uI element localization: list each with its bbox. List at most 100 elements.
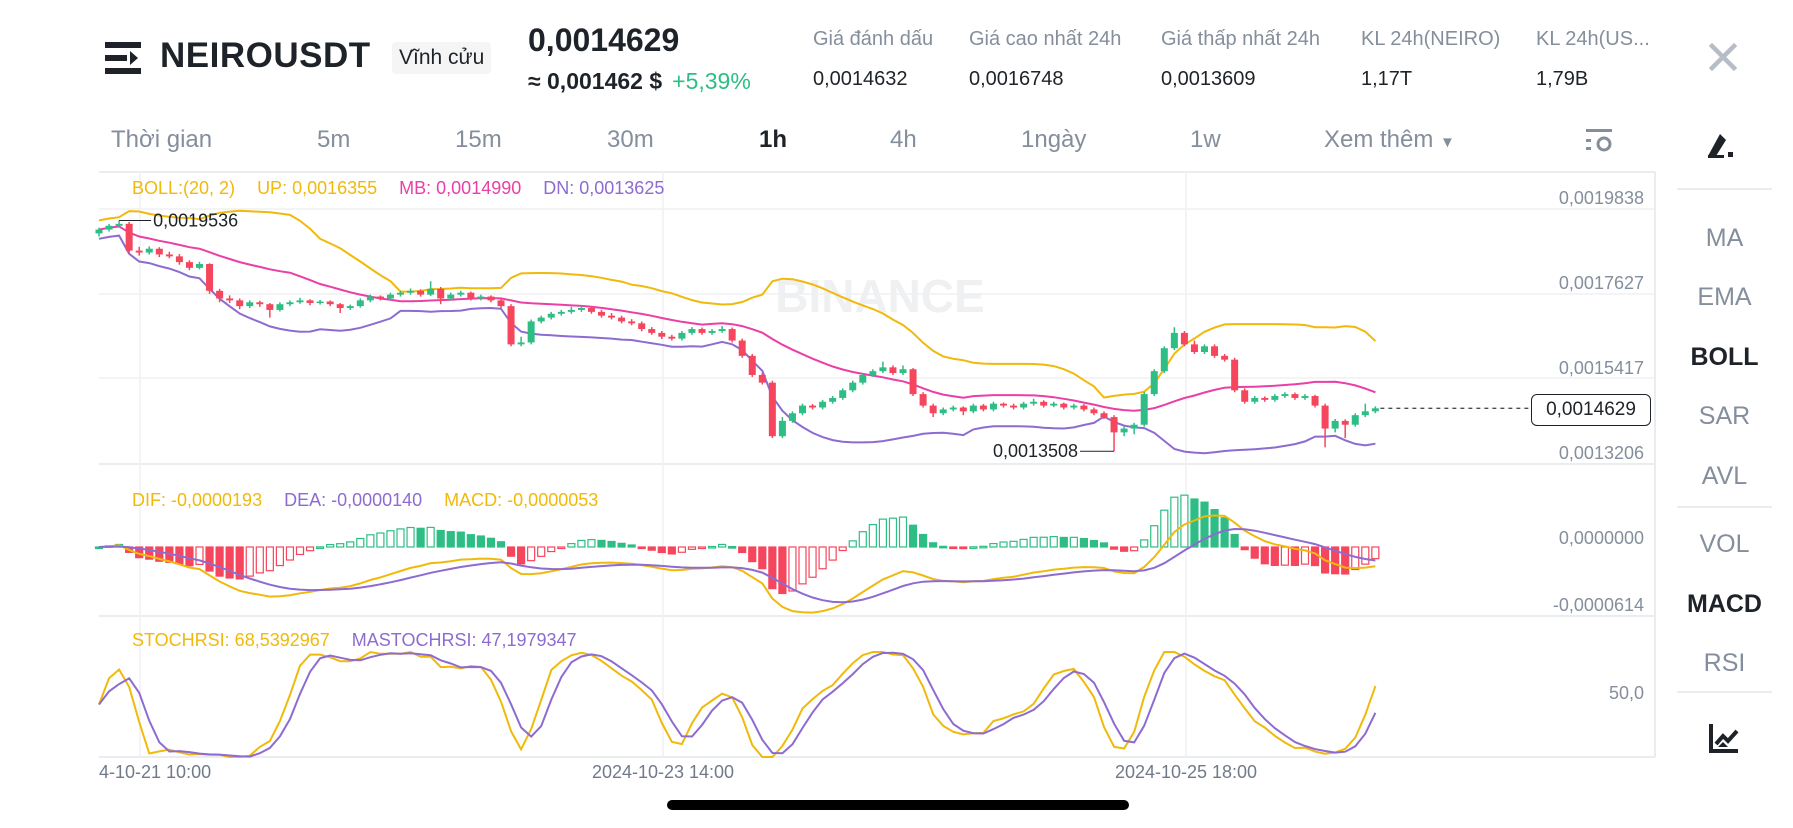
macd-histogram-bar <box>265 546 274 572</box>
home-indicator[interactable] <box>667 800 1129 810</box>
menu-icon[interactable] <box>105 40 143 76</box>
macd-histogram-bar <box>255 546 264 574</box>
chart-grid <box>99 171 1656 758</box>
tab-4h[interactable]: 4h <box>890 126 917 153</box>
candle <box>206 263 214 294</box>
candle <box>266 303 274 318</box>
candle <box>959 406 967 416</box>
candle <box>919 392 927 408</box>
candle <box>1060 402 1068 410</box>
indicator-sar[interactable]: SAR <box>1698 402 1751 430</box>
tab-15m[interactable]: 15m <box>455 126 502 153</box>
candle <box>1110 415 1118 452</box>
macd-histogram-bar <box>1371 546 1380 560</box>
more-timeframes-dropdown[interactable]: Xem thêm ▼ <box>1324 126 1455 154</box>
macd-histogram-bar <box>929 542 938 548</box>
macd-histogram-bar <box>205 546 214 572</box>
candle <box>1211 344 1219 358</box>
draw-pen-icon[interactable] <box>1706 128 1738 160</box>
candle-body <box>1050 403 1058 406</box>
candle <box>105 223 113 232</box>
candle-body <box>728 329 736 341</box>
tab-5m[interactable]: 5m <box>317 126 351 153</box>
candle <box>326 300 334 307</box>
candle <box>376 295 384 301</box>
indicator-ema[interactable]: EMA <box>1697 283 1752 311</box>
candle <box>507 304 515 347</box>
candle-body <box>839 390 847 398</box>
macd-histogram-bar <box>587 539 596 548</box>
macd-histogram-bar <box>466 534 475 548</box>
candle <box>587 306 595 314</box>
macd-histogram-bar <box>1160 509 1169 548</box>
candle <box>567 306 575 314</box>
candle <box>869 369 877 377</box>
candle <box>598 309 605 318</box>
indicator-ma[interactable]: MA <box>1705 224 1744 252</box>
candle-body <box>115 223 123 226</box>
symbol-title[interactable]: NEIROUSDT <box>160 36 371 75</box>
candle-body <box>407 290 415 293</box>
candle-body <box>849 382 857 391</box>
macd-histogram-bar <box>225 546 234 579</box>
boll-up-value: UP: 0,0016355 <box>257 178 378 198</box>
candle-body <box>628 321 636 324</box>
candle <box>1231 357 1239 393</box>
candle-body <box>457 292 465 295</box>
indicator-macd[interactable]: MACD <box>1687 590 1762 618</box>
macd-histogram-bar <box>1089 539 1099 548</box>
macd-histogram-bar <box>406 526 415 548</box>
candle <box>1140 392 1148 427</box>
candle <box>527 319 535 345</box>
candle <box>628 319 636 326</box>
candle <box>678 330 686 341</box>
macd-histogram-bar <box>728 545 737 549</box>
candlestick-chart[interactable]: BINANCE 0,0019536 0,0013508 <box>0 0 1677 790</box>
macd-histogram-bar <box>748 546 757 563</box>
candle-body <box>276 304 284 310</box>
macd-histogram-bar <box>1170 496 1179 548</box>
candle <box>336 303 344 313</box>
indicator-vol[interactable]: VOL <box>1699 530 1750 558</box>
dif-line <box>98 514 1376 614</box>
candle <box>487 295 495 303</box>
candle <box>1100 411 1108 419</box>
candle <box>1301 394 1309 400</box>
tab-1w[interactable]: 1w <box>1190 126 1221 153</box>
tab-1h[interactable]: 1h <box>759 126 788 153</box>
tab-30m[interactable]: 30m <box>607 126 654 153</box>
macd-histogram-bar <box>788 546 797 592</box>
close-icon[interactable] <box>1708 42 1738 72</box>
candle <box>1361 403 1369 418</box>
candle <box>216 288 224 303</box>
price-tick: 0,0013206 <box>1558 443 1644 463</box>
stochrsi-value: STOCHRSI: 68,5392967 <box>132 630 330 650</box>
stat-mark-price: Giá đánh dấu 0,0014632 <box>813 28 933 91</box>
macd-histogram-bar <box>195 546 204 566</box>
candle-body <box>155 248 163 255</box>
candle-body <box>738 340 746 356</box>
macd-tick: 0,0000000 <box>1558 528 1644 548</box>
candle-body <box>718 329 726 331</box>
candle-body <box>1170 332 1178 349</box>
indicator-boll[interactable]: BOLL <box>1690 343 1759 371</box>
chart-settings-icon[interactable] <box>1585 128 1615 154</box>
macd-histogram-bar <box>285 546 295 561</box>
candle-body <box>1311 396 1319 406</box>
indicator-chart-icon[interactable] <box>1708 722 1740 754</box>
candle-body <box>557 311 565 314</box>
macd-histogram-bar <box>547 546 556 553</box>
candle <box>799 403 806 416</box>
macd-histogram-bar <box>1280 546 1290 566</box>
indicator-rsi[interactable]: RSI <box>1703 649 1746 671</box>
indicator-avl[interactable]: AVL <box>1701 462 1748 490</box>
macd-histogram-bar <box>697 546 707 550</box>
macd-histogram-bar <box>577 539 586 548</box>
candle <box>1291 392 1299 400</box>
tab-1day[interactable]: 1ngày <box>1021 126 1087 153</box>
macd-histogram-bar <box>1250 546 1259 559</box>
macd-histogram-bar <box>185 546 194 567</box>
candle-body <box>1000 403 1007 406</box>
macd-legend: DIF: -0,0000193 DEA: -0,0000140 MACD: -0,0… <box>132 490 620 511</box>
low-marker-label: 0,0013508 <box>993 441 1078 461</box>
